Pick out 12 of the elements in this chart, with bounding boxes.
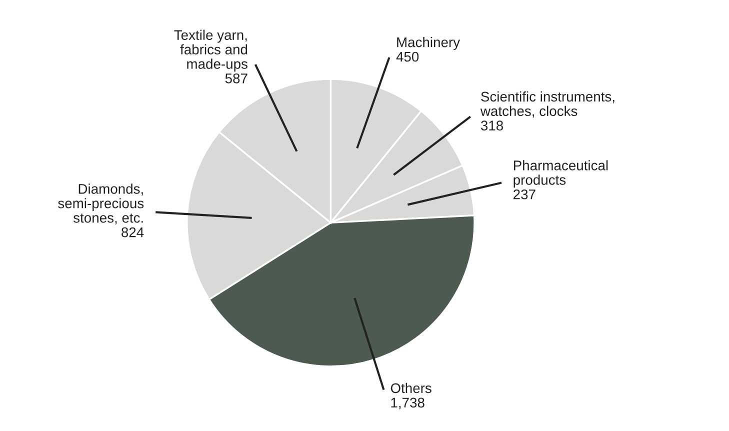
data-label: 824 bbox=[122, 227, 144, 238]
slice-label: Textile yarn, fabrics and made-ups bbox=[174, 30, 248, 72]
data-label: 318 bbox=[480, 120, 504, 130]
slice-label: Diamonds, semi-precious stones, etc. bbox=[58, 184, 144, 224]
data-label: 450 bbox=[396, 52, 419, 62]
slice-label: Machinery bbox=[397, 36, 460, 50]
slice-label: Pharmaceutical products bbox=[514, 160, 608, 188]
slice-label: Scientific instruments, watches, clocks bbox=[480, 91, 614, 118]
data-label: 1,738 bbox=[391, 398, 424, 410]
slice-label: Others bbox=[390, 382, 432, 394]
data-label: 587 bbox=[225, 73, 248, 84]
data-label: 237 bbox=[514, 189, 536, 200]
